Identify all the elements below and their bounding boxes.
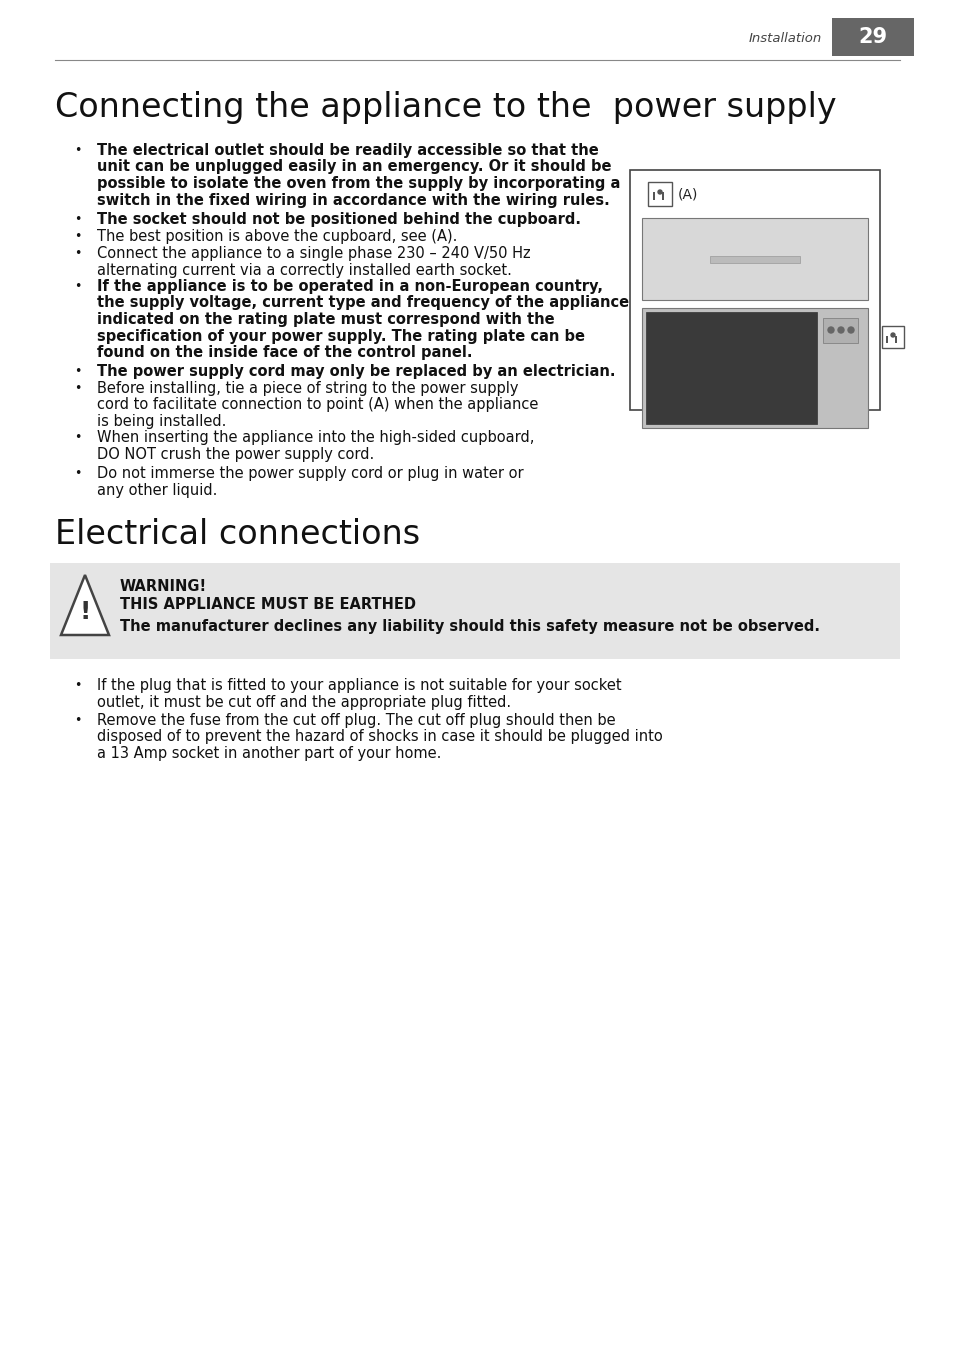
Text: •: • <box>74 678 82 692</box>
Text: is being installed.: is being installed. <box>97 414 226 429</box>
Text: unit can be unplugged easily in an emergency. Or it should be: unit can be unplugged easily in an emerg… <box>97 160 611 175</box>
Polygon shape <box>61 575 109 635</box>
Text: If the appliance is to be operated in a non-European country,: If the appliance is to be operated in a … <box>97 279 602 294</box>
Bar <box>652 192 655 200</box>
Text: •: • <box>74 246 82 260</box>
Text: (A): (A) <box>678 187 698 200</box>
Text: alternating current via a correctly installed earth socket.: alternating current via a correctly inst… <box>97 263 512 278</box>
Text: Before installing, tie a piece of string to the power supply: Before installing, tie a piece of string… <box>97 380 518 395</box>
Text: The best position is above the cupboard, see (A).: The best position is above the cupboard,… <box>97 229 456 244</box>
Bar <box>885 336 887 343</box>
Text: If the plug that is fitted to your appliance is not suitable for your socket: If the plug that is fitted to your appli… <box>97 678 621 693</box>
Bar <box>831 18 913 56</box>
Text: switch in the fixed wiring in accordance with the wiring rules.: switch in the fixed wiring in accordance… <box>97 192 609 207</box>
Text: possible to isolate the oven from the supply by incorporating a: possible to isolate the oven from the su… <box>97 176 619 191</box>
Bar <box>641 218 867 301</box>
Text: •: • <box>74 280 82 292</box>
Circle shape <box>837 328 843 333</box>
Bar <box>629 171 879 410</box>
Text: •: • <box>74 431 82 444</box>
Circle shape <box>827 328 833 333</box>
Text: Installation: Installation <box>748 31 821 45</box>
Text: Connect the appliance to a single phase 230 – 240 V/50 Hz: Connect the appliance to a single phase … <box>97 246 530 261</box>
Bar <box>894 336 896 343</box>
Text: !: ! <box>79 600 91 624</box>
Text: a 13 Amp socket in another part of your home.: a 13 Amp socket in another part of your … <box>97 746 441 761</box>
Bar <box>661 192 663 200</box>
Text: The power supply cord may only be replaced by an electrician.: The power supply cord may only be replac… <box>97 364 615 379</box>
Circle shape <box>847 328 853 333</box>
Text: •: • <box>74 230 82 242</box>
Text: •: • <box>74 144 82 157</box>
Bar <box>709 256 800 263</box>
Text: any other liquid.: any other liquid. <box>97 482 217 497</box>
Bar <box>647 181 671 206</box>
Text: cord to facilitate connection to point (A) when the appliance: cord to facilitate connection to point (… <box>97 398 537 413</box>
Text: Remove the fuse from the cut off plug. The cut off plug should then be: Remove the fuse from the cut off plug. T… <box>97 714 615 728</box>
Text: •: • <box>74 382 82 395</box>
Bar <box>645 311 816 424</box>
Text: •: • <box>74 366 82 378</box>
Text: The manufacturer declines any liability should this safety measure not be observ: The manufacturer declines any liability … <box>120 619 820 634</box>
Text: the supply voltage, current type and frequency of the appliance: the supply voltage, current type and fre… <box>97 295 628 310</box>
Circle shape <box>890 333 894 337</box>
Text: When inserting the appliance into the high-sided cupboard,: When inserting the appliance into the hi… <box>97 431 534 445</box>
Text: specification of your power supply. The rating plate can be: specification of your power supply. The … <box>97 329 584 344</box>
Text: •: • <box>74 467 82 481</box>
Bar <box>50 563 899 659</box>
Bar <box>882 326 903 348</box>
Bar <box>641 307 867 428</box>
Text: THIS APPLIANCE MUST BE EARTHED: THIS APPLIANCE MUST BE EARTHED <box>120 597 416 612</box>
Text: Electrical connections: Electrical connections <box>55 519 419 551</box>
Text: disposed of to prevent the hazard of shocks in case it should be plugged into: disposed of to prevent the hazard of sho… <box>97 730 662 745</box>
Text: •: • <box>74 213 82 226</box>
Text: The socket should not be positioned behind the cupboard.: The socket should not be positioned behi… <box>97 213 580 227</box>
Text: •: • <box>74 714 82 727</box>
Text: Connecting the appliance to the  power supply: Connecting the appliance to the power su… <box>55 92 836 125</box>
Text: found on the inside face of the control panel.: found on the inside face of the control … <box>97 345 472 360</box>
Text: Do not immerse the power supply cord or plug in water or: Do not immerse the power supply cord or … <box>97 466 523 481</box>
Bar <box>822 318 857 343</box>
Circle shape <box>658 190 661 194</box>
Text: DO NOT crush the power supply cord.: DO NOT crush the power supply cord. <box>97 447 374 462</box>
Text: WARNING!: WARNING! <box>120 580 207 594</box>
Text: 29: 29 <box>858 27 886 47</box>
Text: outlet, it must be cut off and the appropriate plug fitted.: outlet, it must be cut off and the appro… <box>97 695 511 709</box>
Text: The electrical outlet should be readily accessible so that the: The electrical outlet should be readily … <box>97 144 598 158</box>
Text: indicated on the rating plate must correspond with the: indicated on the rating plate must corre… <box>97 311 554 328</box>
